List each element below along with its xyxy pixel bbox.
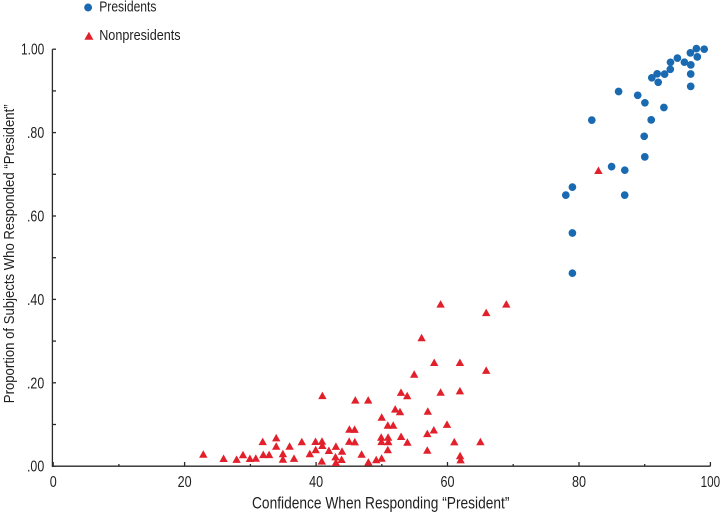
svg-text:60: 60 — [441, 474, 455, 491]
svg-text:0: 0 — [50, 474, 57, 491]
svg-text:.40: .40 — [27, 292, 44, 309]
svg-text:1.00: 1.00 — [21, 42, 44, 59]
svg-text:100: 100 — [701, 474, 721, 491]
svg-text:40: 40 — [309, 474, 323, 491]
svg-text:Nonpresidents: Nonpresidents — [99, 27, 180, 44]
svg-text:.00: .00 — [27, 459, 44, 476]
svg-text:.80: .80 — [27, 125, 44, 142]
svg-text:Presidents: Presidents — [99, 0, 156, 16]
svg-text:Proportion of Subjects Who Res: Proportion of Subjects Who Responded “Pr… — [2, 104, 18, 403]
svg-text:.20: .20 — [27, 375, 44, 392]
svg-text:Confidence When Responding “Pr: Confidence When Responding “President” — [252, 494, 509, 512]
svg-text:80: 80 — [572, 474, 586, 491]
svg-text:.60: .60 — [27, 209, 44, 226]
svg-text:20: 20 — [178, 474, 192, 491]
